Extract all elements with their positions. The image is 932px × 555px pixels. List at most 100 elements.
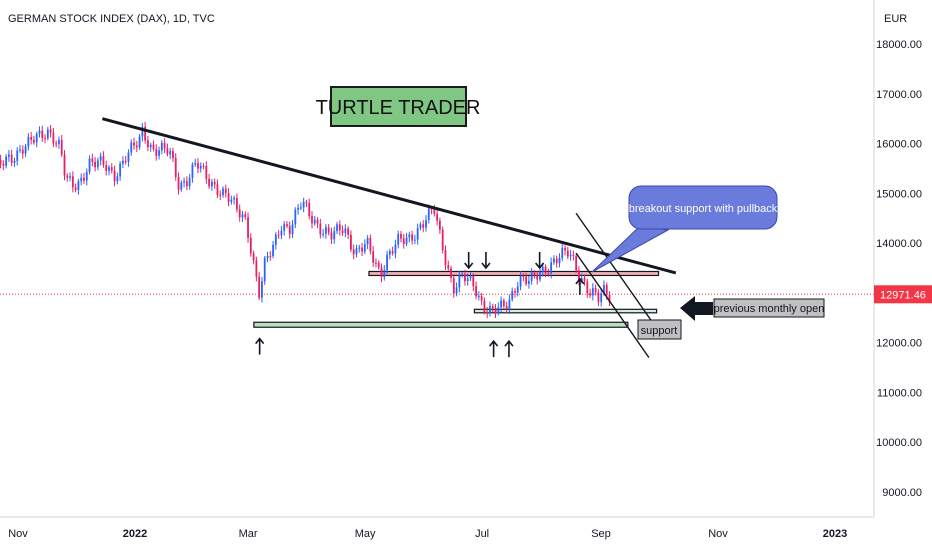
- candle-body: [416, 227, 419, 240]
- candle-body: [52, 132, 55, 144]
- candle-body: [553, 258, 555, 263]
- candle-body: [0, 159, 2, 164]
- candle-body: [71, 176, 74, 188]
- candle-body: [41, 130, 44, 138]
- candle-body: [222, 188, 224, 195]
- candle-body: [236, 197, 238, 210]
- candle-body: [550, 262, 553, 274]
- candle-body: [38, 130, 41, 134]
- x-axis: Nov 2022 Mar May Jul Sep Nov 2023: [8, 528, 847, 540]
- candle-body: [519, 275, 522, 287]
- candle-body: [83, 177, 85, 181]
- candle-body: [105, 165, 108, 171]
- y-tick-label: 11000.00: [877, 387, 922, 399]
- candle-body: [539, 271, 541, 280]
- candle-body: [333, 231, 336, 240]
- candle-body: [397, 234, 400, 245]
- candle-body: [583, 278, 586, 282]
- candle-body: [113, 170, 116, 182]
- current-price-label: 12971.46: [880, 289, 926, 301]
- x-tick-label: Sep: [591, 528, 611, 540]
- candle-body: [252, 253, 255, 261]
- candle-body: [58, 139, 60, 144]
- candle-body: [266, 255, 269, 259]
- candle-body: [472, 275, 475, 287]
- candle-body: [578, 270, 580, 281]
- candle-body: [330, 232, 333, 240]
- candle-body: [63, 154, 66, 176]
- candle-body: [13, 160, 16, 163]
- x-tick-label: May: [355, 528, 376, 540]
- candle-body: [394, 244, 397, 254]
- candle-body: [277, 234, 280, 236]
- candle-body: [461, 274, 464, 276]
- candle-body: [24, 146, 27, 154]
- arrow-down-icon: [481, 252, 491, 270]
- candle-body: [603, 285, 605, 294]
- x-tick-label: 2022: [123, 528, 147, 540]
- candle-body: [88, 158, 91, 172]
- previous-monthly-open-label: previous monthly open: [714, 303, 825, 315]
- candle-body: [483, 300, 486, 312]
- candle-body: [405, 237, 408, 244]
- candle-body: [147, 140, 149, 148]
- candle-body: [141, 126, 144, 137]
- candle-body: [469, 275, 472, 279]
- candle-body: [308, 202, 311, 217]
- candle-body: [494, 308, 497, 314]
- candle-body: [597, 292, 600, 302]
- candle-body: [33, 139, 35, 143]
- candle-body: [152, 144, 155, 150]
- candles-layer: [0, 121, 611, 319]
- candle-body: [69, 176, 71, 178]
- candle-body: [288, 226, 291, 235]
- channel-upper: [575, 212, 654, 324]
- candle-body: [230, 199, 233, 202]
- support-zone: [253, 321, 629, 328]
- candle-body: [352, 249, 355, 255]
- candle-body: [383, 270, 386, 278]
- candle-body: [530, 272, 533, 281]
- candle-body: [322, 233, 325, 235]
- previous-monthly-open-group: previous monthly open: [680, 296, 825, 321]
- arrow-up-icon: [575, 277, 585, 295]
- candle-body: [497, 307, 500, 314]
- candle-body: [475, 286, 477, 297]
- candle-body: [486, 311, 489, 314]
- candle-body: [135, 145, 138, 148]
- x-tick-label: 2023: [823, 528, 847, 540]
- candle-body: [363, 244, 366, 252]
- candle-body: [44, 137, 46, 139]
- candle-body: [324, 227, 327, 234]
- y-tick-label: 10000.00: [876, 437, 922, 449]
- arrow-down-icon: [535, 252, 545, 270]
- candle-body: [144, 126, 147, 141]
- candle-body: [55, 143, 58, 145]
- candle-body: [411, 234, 414, 241]
- candle-body: [302, 201, 305, 208]
- candle-body: [572, 254, 575, 257]
- candle-body: [130, 142, 133, 153]
- descending-resistance: [101, 117, 677, 275]
- candle-body: [96, 160, 99, 168]
- breakout-callout-text: breakout support with pullback: [629, 203, 778, 215]
- candle-body: [163, 142, 166, 149]
- arrow-up-icon: [255, 337, 265, 355]
- candle-body: [27, 136, 30, 147]
- candle-body: [425, 220, 427, 228]
- candle-body: [227, 193, 230, 202]
- candle-body: [10, 154, 13, 163]
- arrow-down-icon: [464, 252, 474, 270]
- candle-body: [99, 156, 102, 161]
- candle-body: [286, 224, 288, 227]
- arrows-layer: [255, 252, 585, 358]
- candle-body: [199, 165, 202, 169]
- y-tick-label: 16000.00: [876, 139, 922, 151]
- candle-body: [569, 254, 572, 257]
- candle-body: [263, 258, 266, 282]
- candle-body: [544, 266, 547, 274]
- candle-body: [205, 165, 208, 179]
- y-tick-label: 9000.00: [882, 487, 922, 499]
- candle-body: [127, 152, 130, 162]
- candle-body: [408, 234, 411, 238]
